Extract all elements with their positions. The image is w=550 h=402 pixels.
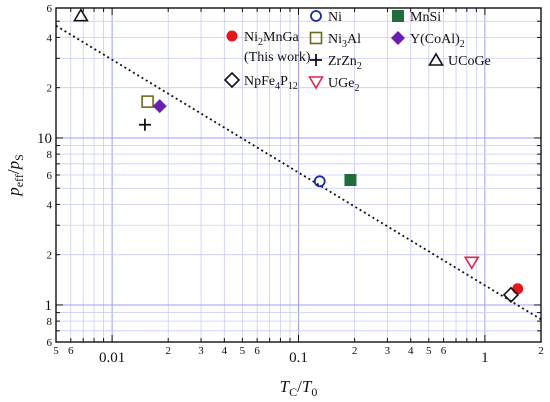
y-minor-tick-label: 2 [47,83,53,95]
legend-entry: Ni3Al [309,31,361,50]
x-tick-label: 0.1 [289,350,308,366]
legend-entry: MnSi [392,10,441,25]
y-minor-tick-label: 8 [47,316,53,328]
legend-entry: NpFe4P12 [223,71,298,92]
legend-entry: Y(CoAl)2 [391,31,465,50]
x-tick-label: 0.01 [99,350,125,366]
legend-label: UCoGe [448,54,491,69]
legend-marker [308,76,324,90]
data-point [138,118,151,131]
legend-marker [428,52,444,66]
data-point [463,256,480,270]
y-minor-tick-label: 4 [47,32,53,44]
legend-label: ZrZn2 [328,54,362,72]
x-minor-tick-label: 2 [352,345,358,357]
x-minor-tick-label: 5 [426,345,432,357]
x-axis-title: TC/T0 [280,377,318,399]
legend-label: NpFe4P12 [244,74,298,92]
x-minor-tick-label: 4 [222,345,228,357]
x-minor-tick-label: 5 [240,345,246,357]
legend-label: Ni [328,10,342,25]
y-minor-tick-label: 4 [47,199,53,211]
data-point [512,283,524,295]
x-minor-tick-label: 3 [198,345,204,357]
x-minor-tick-label: 6 [254,345,260,357]
y-minor-tick-label: 6 [47,170,53,182]
legend-entry: Ni2MnGa [226,30,300,48]
legend-entry: Ni [310,10,342,25]
legend-label: MnSi [410,10,441,25]
legend-marker [226,30,238,42]
legend: Ni2MnGa (This work) NpFe4P12 Ni Ni3Al ZrZn2 UG… [223,10,491,94]
data-point [502,286,520,303]
legend-entry: UCoGe [428,52,491,69]
legend-marker [309,31,323,45]
legend-label: Ni2MnGa [244,30,300,48]
legend-marker [310,54,322,66]
y-minor-tick-label: 6 [47,337,53,349]
legend-label: (This work) [244,50,311,65]
x-minor-tick-label: 2 [165,345,171,357]
legend-marker [310,10,322,22]
legend-label: Y(CoAl)2 [410,32,465,50]
x-minor-tick-label: 4 [408,345,414,357]
x-minor-tick-label: 6 [441,345,447,357]
y-minor-tick-label: 2 [47,250,53,262]
legend-label: UGe2 [328,76,359,94]
x-minor-tick-label: 5 [53,345,59,357]
x-minor-tick-label: 2 [538,345,544,357]
axis-ticks [55,7,542,343]
y-axis-title: peff/pS [4,154,26,197]
y-minor-tick-label: 6 [47,3,53,15]
data-points [72,8,524,303]
x-minor-tick-label: 6 [68,345,74,357]
axis-titles: TC/T0 peff/pS [4,154,317,399]
legend-marker [391,31,405,45]
legend-entry: (This work) [244,50,311,65]
legend-label: Ni3Al [328,32,361,50]
data-point [152,99,167,114]
data-point [313,175,326,188]
y-minor-tick-label: 8 [47,149,53,161]
y-tick-label: 10 [37,131,52,147]
x-minor-tick-label: 3 [385,345,391,357]
data-point [344,174,357,187]
legend-marker [223,71,241,89]
y-tick-label: 1 [45,298,53,314]
data-point [72,8,89,22]
x-tick-label: 1 [481,350,489,366]
legend-entry: ZrZn2 [310,54,362,72]
legend-entry: UGe2 [308,76,359,94]
data-point [141,95,154,108]
legend-marker [392,10,404,22]
